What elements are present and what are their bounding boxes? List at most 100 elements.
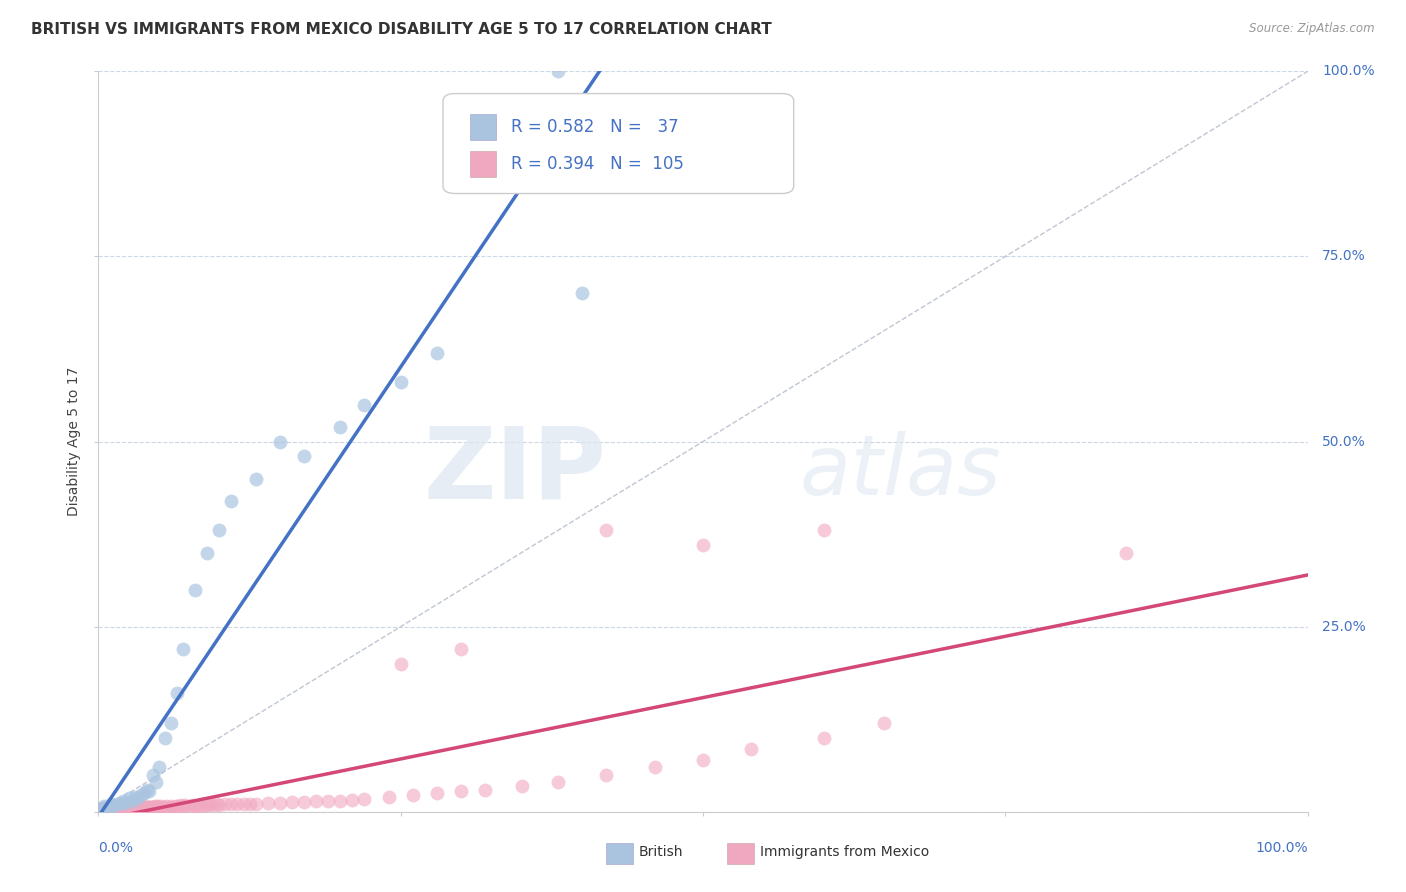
Point (353, 398, 375, 412)
Point (245, 797, 267, 812)
Text: BRITISH VS IMMIGRANTS FROM MEXICO DISABILITY AGE 5 TO 17 CORRELATION CHART: BRITISH VS IMMIGRANTS FROM MEXICO DISABI… (31, 22, 772, 37)
Point (450, 641, 472, 656)
Point (181, 798, 204, 813)
Point (184, 582, 207, 597)
Point (305, 794, 328, 808)
Point (101, 798, 124, 813)
Text: Source: ZipAtlas.com: Source: ZipAtlas.com (1250, 22, 1375, 36)
Point (134, 800, 156, 814)
Point (166, 686, 188, 700)
Point (91, 801, 114, 815)
Point (1115, 546, 1137, 560)
Point (281, 795, 304, 809)
Point (143, 798, 166, 813)
Text: 100.0%: 100.0% (1256, 841, 1308, 855)
Point (165, 798, 187, 813)
Point (135, 799, 157, 814)
Point (232, 797, 254, 812)
Point (108, 799, 131, 814)
Point (94, 802, 117, 816)
Point (195, 546, 218, 560)
Point (103, 800, 125, 814)
Point (426, 786, 449, 800)
Bar (606, 843, 633, 863)
Point (97, 801, 120, 815)
Point (145, 799, 167, 814)
Point (353, 792, 375, 806)
Point (118, 800, 141, 814)
Point (105, 797, 128, 812)
Point (547, 775, 569, 789)
Text: R = 0.582   N =   37: R = 0.582 N = 37 (510, 119, 678, 136)
Y-axis label: Disability Age 5 to 17: Disability Age 5 to 17 (67, 367, 82, 516)
Point (157, 799, 180, 814)
Point (90, 803, 112, 817)
Point (143, 800, 166, 814)
Point (194, 798, 217, 813)
Point (329, 419, 352, 434)
Point (329, 794, 352, 808)
Point (202, 798, 225, 813)
Bar (727, 843, 754, 863)
Point (152, 799, 174, 814)
Point (98, 800, 121, 814)
Point (131, 800, 153, 814)
Point (245, 471, 267, 485)
Point (127, 800, 149, 814)
Text: 0.0%: 0.0% (98, 841, 134, 855)
Point (145, 775, 167, 789)
Point (108, 796, 131, 810)
Text: R = 0.394   N =  105: R = 0.394 N = 105 (510, 155, 683, 173)
Point (138, 784, 160, 798)
Point (179, 798, 201, 813)
Point (221, 493, 243, 508)
Point (426, 345, 449, 359)
Point (134, 786, 156, 800)
Point (121, 800, 143, 814)
Point (100, 800, 122, 814)
Point (100, 797, 122, 812)
Point (114, 796, 136, 810)
Point (510, 779, 533, 793)
Point (97, 802, 120, 816)
Point (740, 741, 762, 756)
Point (169, 798, 191, 813)
Point (118, 791, 141, 805)
Point (402, 789, 425, 803)
Point (377, 789, 399, 804)
Point (115, 799, 138, 814)
Point (256, 796, 278, 810)
Point (190, 798, 212, 813)
Point (117, 800, 139, 814)
Point (129, 789, 152, 803)
Point (153, 731, 176, 745)
Point (148, 799, 170, 814)
Point (226, 797, 249, 811)
Point (155, 798, 177, 813)
Point (101, 801, 124, 815)
Point (172, 641, 194, 656)
Text: 100.0%: 100.0% (1322, 64, 1375, 78)
Point (873, 715, 896, 730)
Point (136, 799, 159, 814)
Point (167, 798, 190, 813)
Text: British: British (638, 846, 683, 859)
Point (172, 798, 194, 813)
Point (127, 791, 149, 805)
Point (208, 798, 231, 813)
Point (269, 434, 291, 449)
Point (124, 800, 146, 814)
Point (110, 799, 132, 814)
Point (139, 799, 162, 814)
Point (162, 799, 184, 814)
FancyBboxPatch shape (443, 94, 793, 194)
Point (142, 799, 165, 814)
Point (96, 801, 118, 815)
Point (160, 798, 183, 813)
Point (174, 798, 197, 813)
Point (146, 798, 169, 813)
Point (93, 798, 115, 813)
Point (108, 800, 131, 814)
Point (644, 760, 666, 774)
Point (450, 784, 472, 798)
